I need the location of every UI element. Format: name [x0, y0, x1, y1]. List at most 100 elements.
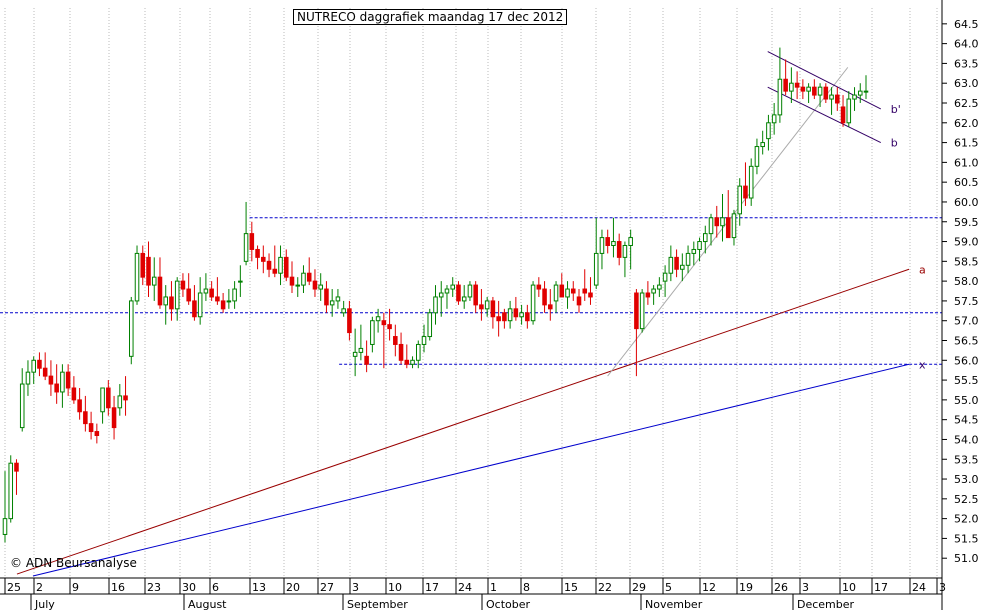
candle-body-down [525, 312, 530, 322]
candle-body-down [37, 359, 42, 369]
x-tick-label: 5 [665, 581, 672, 594]
candle-body-down [393, 336, 398, 345]
trend-line-label: b [891, 137, 898, 150]
candle-body-up [519, 312, 524, 318]
candle-body-down [94, 431, 100, 436]
candle-body-up [507, 308, 513, 322]
candle-body-down [812, 86, 817, 96]
candle-body-down [324, 288, 329, 306]
candle-body-down [398, 343, 404, 361]
y-tick-label: 55.5 [954, 374, 979, 387]
y-tick-label: 61.0 [954, 156, 979, 169]
y-tick-label: 56.0 [954, 354, 979, 367]
trend-line-label: x [919, 358, 926, 371]
candle-body-up [203, 288, 209, 294]
y-tick-label: 63.5 [954, 57, 979, 70]
candle-body-up [117, 395, 123, 409]
candle-body-down [283, 256, 289, 278]
x-tick-label: 17 [425, 581, 439, 594]
x-tick-label: 9 [72, 581, 79, 594]
candle-body-down [473, 284, 478, 306]
month-label: November [645, 598, 703, 610]
y-tick-label: 61.5 [954, 137, 979, 150]
candle-body-up [410, 359, 415, 365]
month-label: September [347, 598, 408, 610]
trend-line [767, 51, 881, 110]
candle-body-up [593, 252, 599, 286]
chart-title: NUTRECO daggrafiek maandag 17 dec 2012 [293, 9, 568, 25]
month-label: October [486, 598, 530, 610]
x-tick-label: 15 [564, 581, 578, 594]
candle-body-up [19, 383, 25, 429]
trend-line-label: b' [891, 103, 901, 116]
candle-body-down [496, 316, 501, 322]
candle-body-down [77, 399, 82, 413]
y-tick-label: 53.5 [954, 453, 979, 466]
y-tick-label: 59.0 [954, 236, 979, 249]
x-tick-label: 24 [912, 581, 926, 594]
candle-body-up [335, 296, 341, 302]
month-label: August [188, 598, 227, 610]
candle-body-down [48, 375, 54, 385]
x-tick-label: 26 [774, 581, 788, 594]
x-tick-label: 2 [36, 581, 43, 594]
copyright-label: © ADN Beursanalyse [10, 556, 137, 570]
candle-body-down [456, 284, 461, 302]
candles [2, 47, 869, 543]
candle-body-down [364, 355, 369, 365]
candle-body-down [634, 292, 639, 330]
y-tick-label: 60.5 [954, 176, 979, 189]
y-tick-label: 60.0 [954, 196, 979, 209]
candle-body-up [197, 292, 203, 318]
x-tick-label: 10 [388, 581, 402, 594]
candle-body-up [25, 371, 31, 385]
candle-body-down [14, 462, 19, 472]
candle-body-up [151, 276, 157, 286]
x-tick-label: 30 [182, 581, 196, 594]
candle-body-up [628, 237, 633, 246]
x-tick-label: 3 [802, 581, 809, 594]
candle-body-up [766, 122, 771, 140]
candle-body-down [249, 233, 255, 250]
candle-body-up [438, 292, 444, 298]
candle-body-up [243, 233, 249, 262]
candle-body-up [829, 94, 834, 100]
candle-body-up [444, 288, 450, 294]
gridlines [4, 8, 938, 578]
candle-body-down [502, 312, 507, 322]
candle-body-up [2, 518, 8, 535]
x-tick-label: 6 [212, 581, 219, 594]
candle-body-up [651, 288, 656, 294]
trend-line [32, 363, 910, 577]
candle-body-up [639, 292, 645, 330]
candle-body-down [645, 292, 651, 298]
candle-body-up [611, 241, 616, 247]
candle-body-up [530, 284, 536, 322]
candle-body-down [180, 280, 186, 290]
y-tick-label: 58.5 [954, 255, 979, 268]
candle-body-down [255, 248, 260, 258]
candle-body-up [352, 351, 358, 357]
candle-body-up [232, 288, 237, 302]
candle-body-up [789, 82, 794, 92]
trend-line [16, 268, 910, 575]
y-tick-label: 51.0 [954, 552, 979, 565]
candle-body-down [835, 94, 840, 104]
y-tick-label: 51.5 [954, 532, 979, 545]
candle-body-up [863, 90, 869, 93]
candle-body-down [272, 268, 278, 274]
candle-body-up [278, 256, 283, 274]
candle-body-up [358, 347, 364, 353]
candle-body-up [226, 300, 232, 303]
candle-body-up [238, 280, 243, 283]
candle-body-down [347, 308, 352, 334]
candle-body-down [674, 256, 679, 270]
x-tick-label: 12 [702, 581, 716, 594]
candle-body-up [129, 300, 134, 357]
candle-body-up [691, 248, 697, 254]
y-tick-label: 62.5 [954, 97, 979, 110]
candle-body-down [605, 237, 610, 246]
candle-body-down [542, 288, 547, 306]
